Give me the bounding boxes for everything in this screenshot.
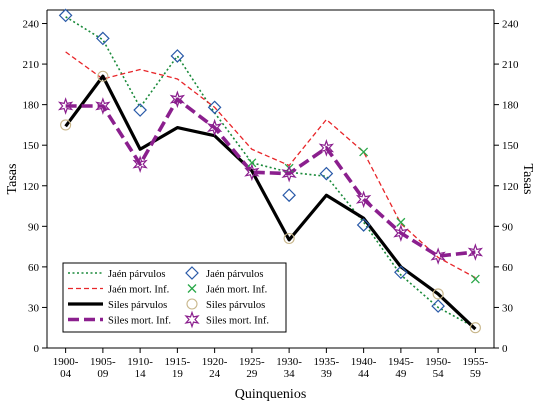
y-tick-label-left: 240 <box>23 19 40 31</box>
data-point-jaen-mort-inf <box>396 217 406 227</box>
legend-label: Siles mort. Inf. <box>108 316 171 327</box>
x-tick-label: 49 <box>395 368 407 380</box>
legend-label: Jaén mort. Inf. <box>206 285 267 296</box>
data-point-jaen-parvulos <box>319 166 334 181</box>
data-point-siles-mort-inf <box>430 247 446 265</box>
x-tick-label: 29 <box>246 368 258 380</box>
x-tick-label: 19 <box>172 368 184 380</box>
y-tick-label-left: 0 <box>34 343 40 355</box>
x-tick-label: 59 <box>470 368 482 380</box>
data-point-jaen-parvulos <box>96 31 110 46</box>
x-tick-label: 24 <box>209 368 221 380</box>
series-line-jaen-mort-inf <box>65 51 476 279</box>
y-tick-label-right: 150 <box>502 140 519 152</box>
x-tick-label: 1955- <box>463 356 489 368</box>
data-point-jaen-mort-inf <box>470 274 480 284</box>
x-tick-label: 54 <box>433 368 445 380</box>
legend-marker-siles-parvulos <box>186 298 198 310</box>
y-tick-label-left: 30 <box>28 302 40 314</box>
y-tick-label-left: 150 <box>23 140 40 152</box>
x-tick-label: 1910- <box>127 356 153 368</box>
x-tick-label: 1915- <box>165 356 191 368</box>
x-tick-label: 1925- <box>239 356 265 368</box>
series-markers-layer <box>57 8 484 334</box>
data-point-jaen-parvulos <box>431 299 445 313</box>
data-point-siles-mort-inf <box>467 243 484 261</box>
data-point-siles-parvulos <box>283 232 295 245</box>
axes-layer: 0 0 30 30 60 60 90 90 120 120 150 150 180 180 210 210 24… <box>23 9 519 380</box>
data-point-siles-mort-inf <box>132 155 148 173</box>
data-point-siles-mort-inf <box>57 97 74 115</box>
data-point-jaen-mort-inf <box>359 147 369 157</box>
x-tick-label: 1945- <box>388 356 414 368</box>
data-point-jaen-parvulos <box>207 100 222 115</box>
data-point-siles-mort-inf <box>169 90 186 109</box>
y-tick-label-right: 210 <box>502 59 519 71</box>
legend-label: Jaén párvulos <box>108 269 165 280</box>
y-tick-label-left: 180 <box>23 100 40 112</box>
x-tick-label: 04 <box>60 368 72 380</box>
x-tick-label: 1950- <box>425 356 451 368</box>
data-point-siles-mort-inf <box>206 118 223 137</box>
data-point-siles-parvulos <box>60 119 72 131</box>
series-line-jaen-parvulos <box>65 16 476 329</box>
legend-label: Siles párvulos <box>108 300 167 311</box>
data-point-jaen-mort-inf <box>247 158 257 168</box>
x-tick-label: 1900- <box>53 356 79 368</box>
data-point-siles-parvulos <box>469 322 481 334</box>
legend: Jaén párvulos Jaén mort. Inf. Siles párvul… <box>62 262 287 333</box>
x-tick-label: 1940- <box>351 356 377 368</box>
data-point-siles-mort-inf <box>355 190 372 209</box>
x-tick-label: 1920- <box>202 356 228 368</box>
series-line-siles-parvulos <box>64 74 477 331</box>
y-tick-label-right: 90 <box>502 221 514 233</box>
data-point-jaen-parvulos <box>394 265 408 280</box>
data-point-jaen-parvulos <box>282 188 296 203</box>
legend-label: Siles párvulos <box>206 300 265 311</box>
y-tick-label-left: 210 <box>23 59 40 71</box>
x-axis-title: Quinquenios <box>235 387 307 402</box>
x-tick-label: 1935- <box>314 356 340 368</box>
legend-label: Jaén mort. Inf. <box>108 285 169 296</box>
x-tick-label: 34 <box>284 368 296 380</box>
data-point-siles-parvulos <box>432 288 444 300</box>
data-point-siles-mort-inf <box>95 97 111 115</box>
x-tick-label: 09 <box>97 368 109 380</box>
data-point-siles-mort-inf <box>281 164 297 183</box>
y-tick-label-right: 120 <box>502 181 519 193</box>
y-axis-title-left: Tasas <box>5 164 20 195</box>
data-point-siles-mort-inf <box>318 139 335 157</box>
legend-label: Jaén párvulos <box>206 269 263 280</box>
y-tick-label-right: 60 <box>502 262 514 274</box>
data-point-siles-parvulos <box>97 70 109 82</box>
legend-marker-jaen-parvulos <box>185 266 199 280</box>
data-point-jaen-parvulos <box>170 49 185 63</box>
y-tick-label-right: 180 <box>502 100 519 112</box>
y-tick-label-left: 120 <box>23 181 40 193</box>
legend-marker-jaen-mort-inf <box>187 284 197 293</box>
y-tick-label-right: 30 <box>502 302 514 314</box>
y-tick-label-right: 240 <box>502 19 519 31</box>
data-point-siles-mort-inf <box>244 163 260 182</box>
legend-marker-siles-mort-inf <box>184 310 200 329</box>
data-point-jaen-parvulos <box>133 103 147 117</box>
x-tick-label: 39 <box>321 368 333 380</box>
x-tick-label: 14 <box>135 368 147 380</box>
y-tick-label-left: 60 <box>28 262 40 274</box>
x-tick-label: 1905- <box>90 356 116 368</box>
y-tick-label-left: 90 <box>28 221 40 233</box>
y-tick-label-right: 0 <box>502 343 508 355</box>
x-tick-label: 1930- <box>276 356 302 368</box>
legend-label: Siles mort. Inf. <box>206 316 269 327</box>
data-point-siles-mort-inf <box>393 224 409 242</box>
data-point-jaen-parvulos <box>356 218 371 232</box>
x-tick-label: 44 <box>358 368 370 380</box>
data-point-jaen-parvulos <box>58 8 73 23</box>
y-axis-title-right: Tasas <box>520 164 535 195</box>
